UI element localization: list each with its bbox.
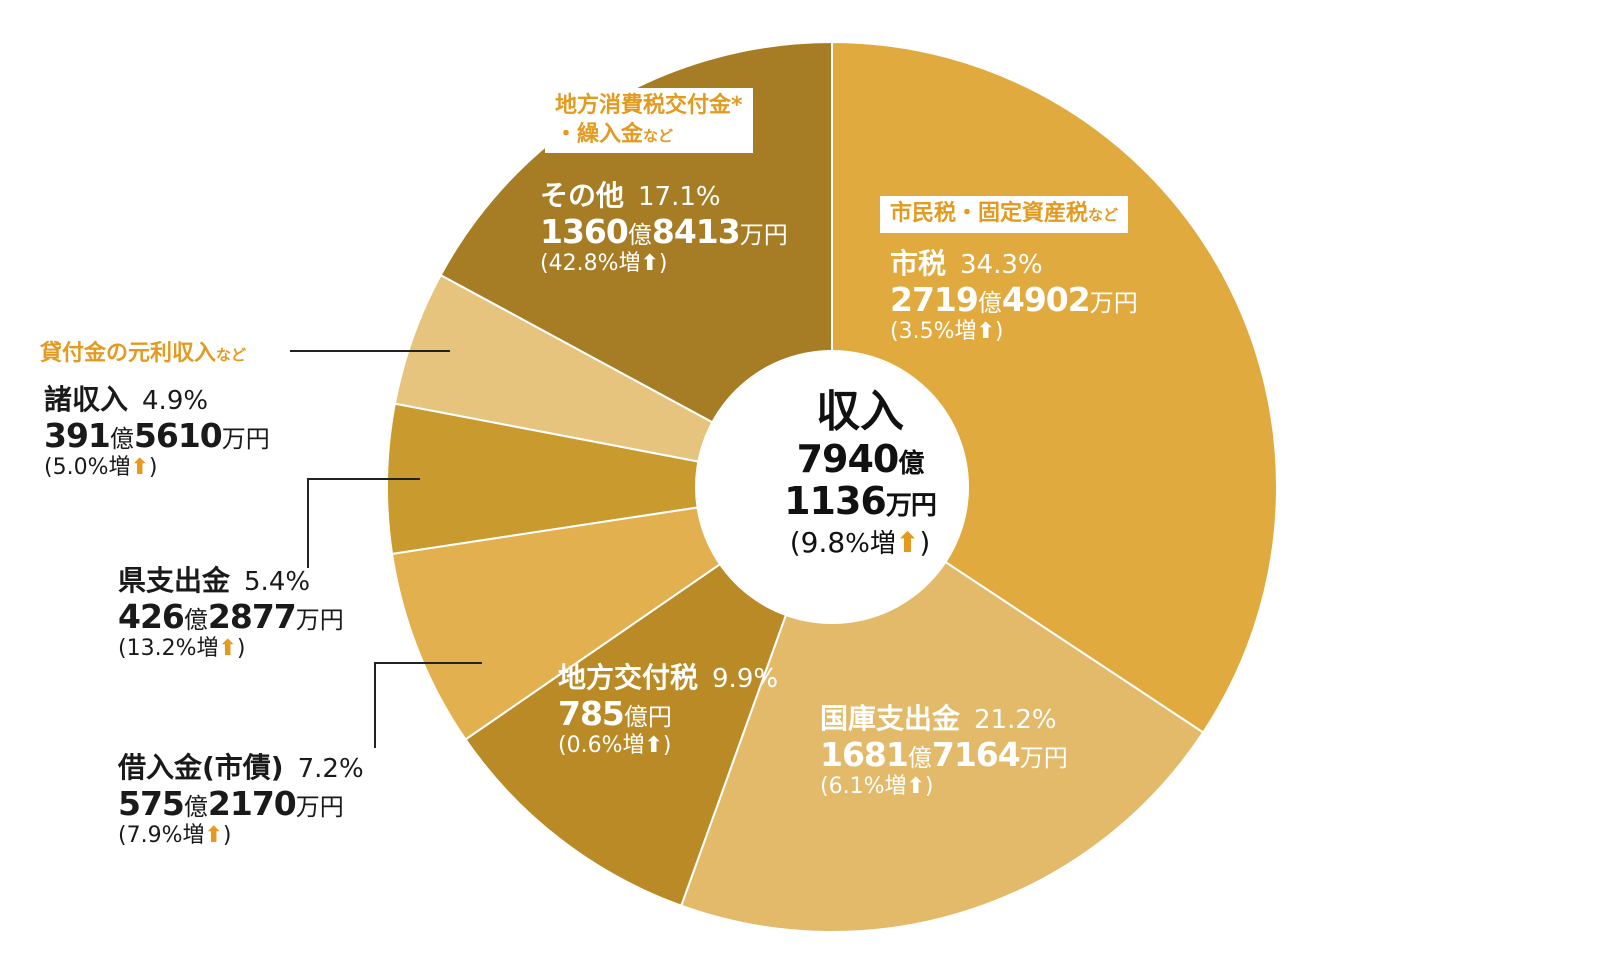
total-line2: 1136 — [784, 478, 887, 523]
center-label: 収入 7940億 1136万円 (9.8%増⬆) — [730, 375, 990, 560]
label-kokko: 国庫支出金 21.2% 1681億7164万円 (6.1%増⬆) — [820, 702, 1068, 799]
note-shizei: 市民税・固定資産税など — [880, 196, 1129, 233]
total-change: (9.8 — [789, 525, 846, 559]
label-shisai: 借入金(市債) 7.2% 575億2170万円 (7.9%増⬆) — [118, 751, 364, 848]
total-unit1: 億 — [898, 449, 924, 479]
label-shizei: 市税 34.3% 2719億4902万円 (3.5%増⬆) — [890, 247, 1138, 344]
up-arrow-icon: ⬆ — [906, 773, 925, 799]
pie-slice-chihokofuzei — [464, 484, 834, 907]
up-arrow-icon: ⬆ — [130, 454, 149, 480]
up-arrow-icon: ⬆ — [644, 732, 663, 758]
label-sonota: その他 17.1% 1360億8413万円 (42.8%増⬆) — [540, 179, 788, 276]
note-shoshunyu: 貸付金の元利収入など — [40, 341, 247, 366]
note-sonota: 地方消費税交付金* ・繰入金など — [545, 88, 753, 154]
up-arrow-icon: ⬆ — [640, 250, 659, 276]
up-arrow-icon: ⬆ — [204, 822, 223, 848]
total-change-unit: %増 — [845, 528, 896, 559]
up-arrow-icon: ⬆ — [218, 635, 237, 661]
center-title: 収入 — [816, 386, 904, 437]
label-chihokofuzei: 地方交付税 9.9% 785億円 (0.6%増⬆) — [558, 661, 779, 758]
label-kenshishutsukin: 県支出金 5.4% 426億2877万円 (13.2%増⬆) — [118, 564, 344, 661]
center-hole — [695, 350, 969, 624]
label-shoshunyu: 諸収入 4.9% 391億5610万円 (5.0%増⬆) — [44, 383, 270, 480]
total-line1: 7940 — [796, 437, 900, 481]
total-up-arrow-icon: ⬆ — [895, 525, 920, 559]
total-unit2: 万円 — [885, 490, 937, 521]
up-arrow-icon: ⬆ — [976, 318, 995, 344]
leader-line-shisai — [374, 662, 482, 748]
leader-line-kenshishutsukin — [307, 478, 420, 568]
